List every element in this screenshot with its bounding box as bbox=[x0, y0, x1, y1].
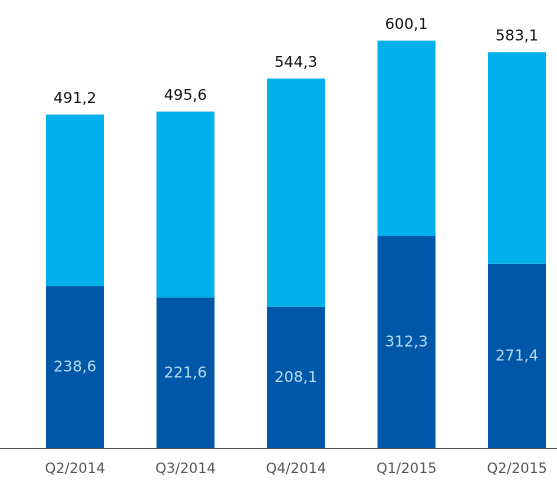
bar-segment bbox=[156, 111, 215, 298]
total-label: 544,3 bbox=[275, 53, 318, 71]
bar-segment bbox=[267, 78, 325, 307]
x-tick-label: Q1/2015 bbox=[376, 461, 436, 477]
total-label: 495,6 bbox=[164, 86, 207, 104]
value-label: 221,6 bbox=[164, 363, 207, 381]
x-tick-label: Q4/2014 bbox=[266, 461, 326, 477]
total-label: 491,2 bbox=[54, 89, 97, 107]
bar-segment bbox=[377, 40, 436, 237]
bar-segment bbox=[267, 306, 325, 448]
bar-segment bbox=[488, 52, 546, 264]
bar-segment bbox=[377, 236, 436, 448]
bar-segment bbox=[46, 114, 104, 287]
x-tick-label: Q2/2014 bbox=[45, 461, 105, 477]
bar-segment bbox=[46, 286, 104, 448]
value-label: 312,3 bbox=[385, 333, 428, 351]
total-label: 583,1 bbox=[496, 27, 539, 45]
bar-segment bbox=[488, 263, 546, 448]
total-label: 600,1 bbox=[385, 15, 428, 33]
value-label: 238,6 bbox=[54, 358, 97, 376]
value-label: 271,4 bbox=[496, 346, 539, 364]
value-label: 208,1 bbox=[275, 368, 318, 386]
x-tick-label: Q3/2014 bbox=[155, 461, 215, 477]
bar-segment bbox=[156, 297, 215, 448]
x-tick-label: Q2/2015 bbox=[487, 461, 547, 477]
